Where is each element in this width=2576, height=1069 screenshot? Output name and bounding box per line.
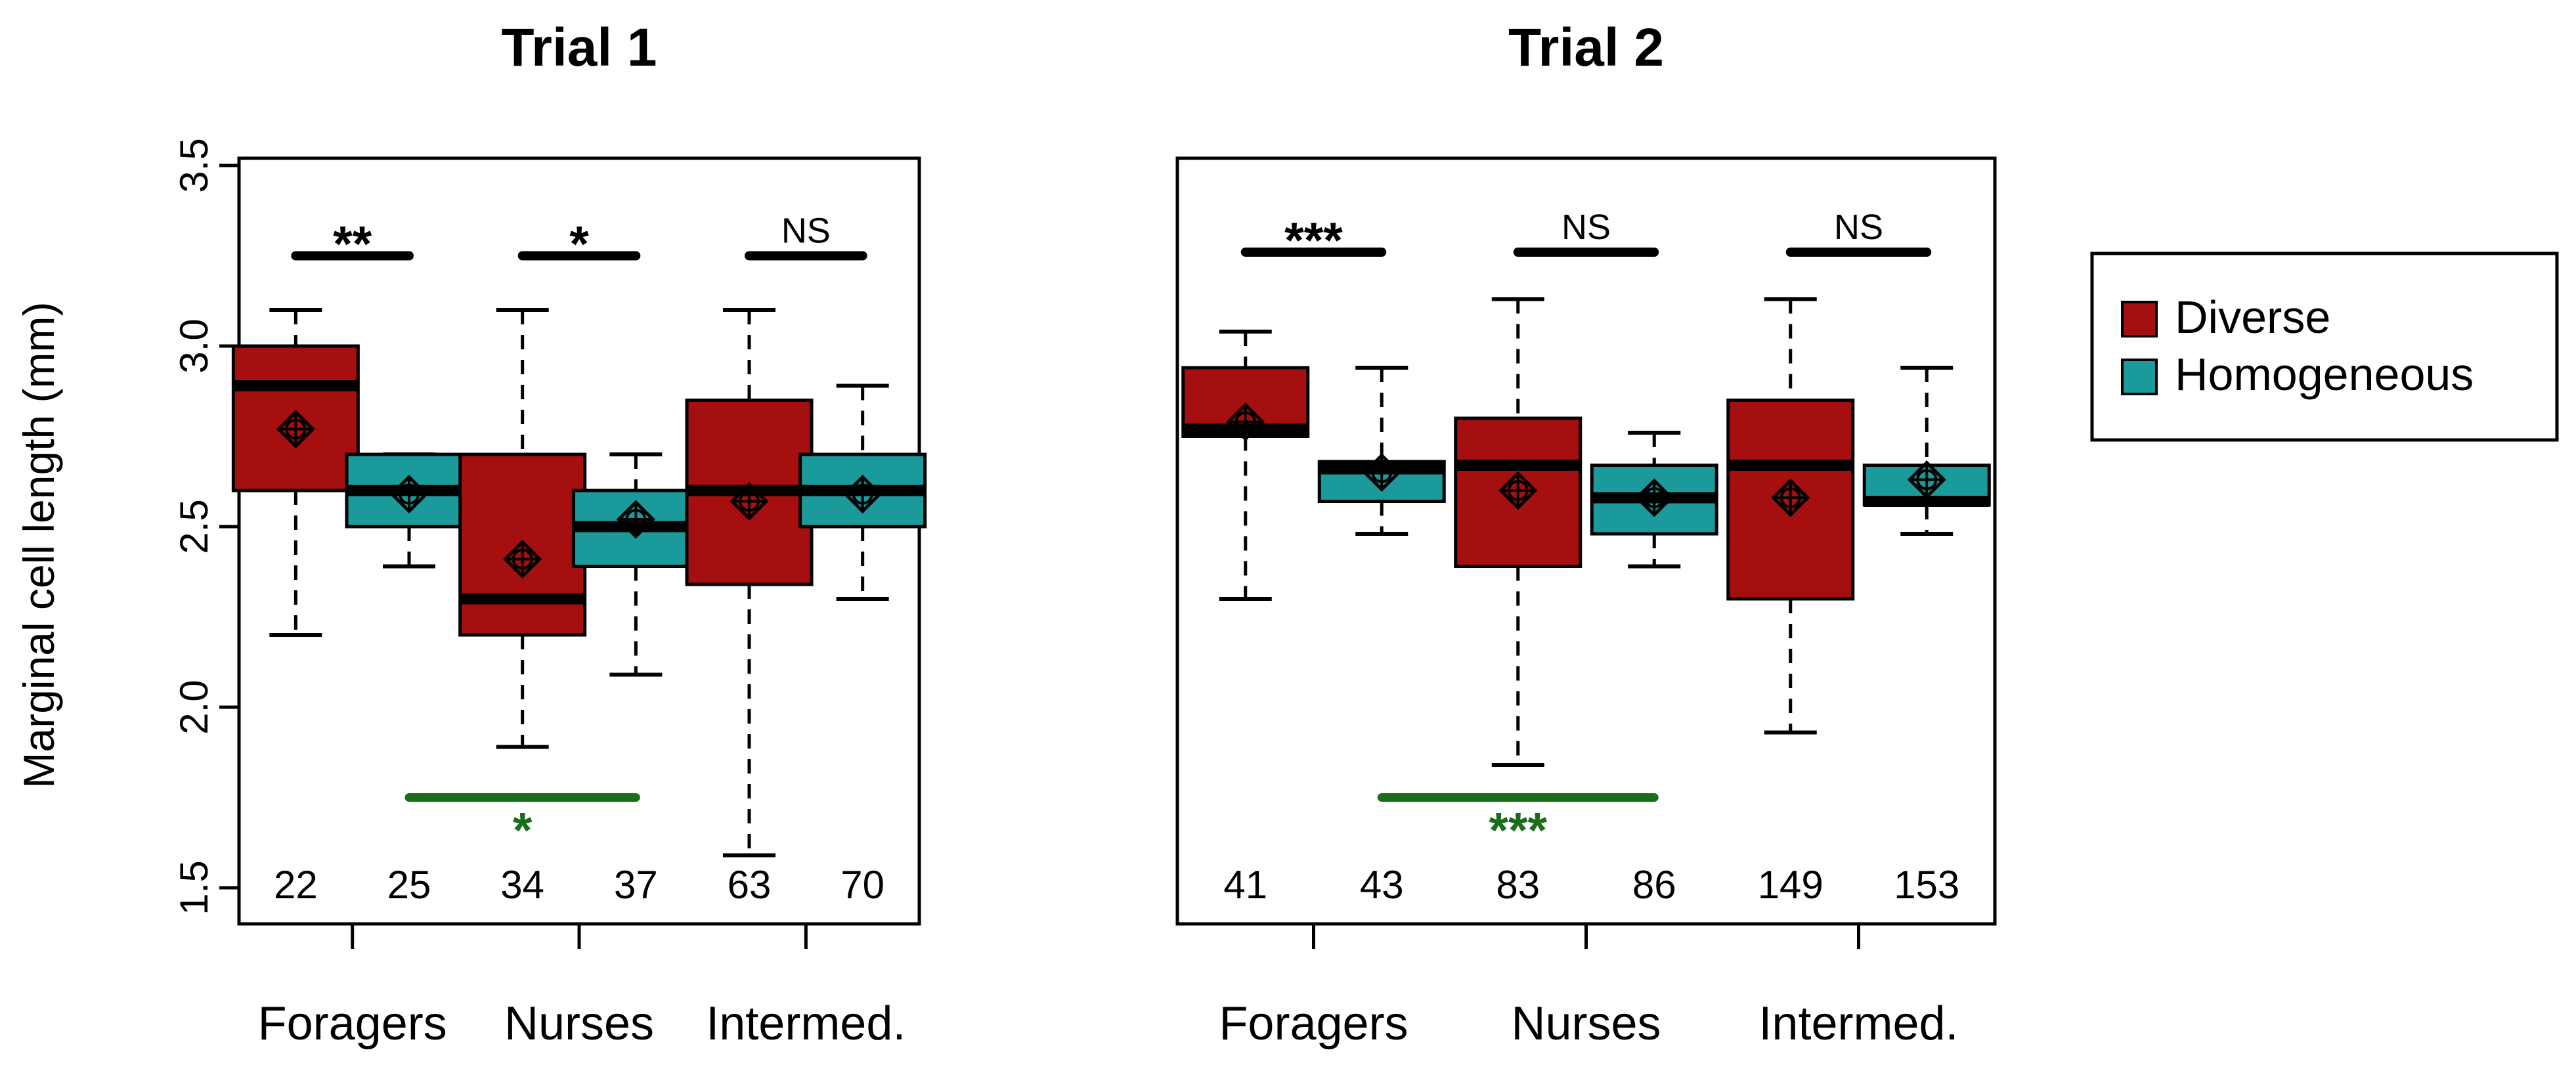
sample-size-label: 34 <box>500 863 544 907</box>
box-intermed-diverse: 63 <box>685 308 814 907</box>
significance-label: NS <box>1561 207 1611 247</box>
x-category-label: Nurses <box>1511 997 1661 1050</box>
legend: Diverse Homogeneous <box>2090 251 2559 442</box>
between-group-significance-label: * <box>513 803 533 859</box>
panels: Trial 1 1.5 2.0 2.5 3.0 3.5 Foragers Nurses Inte… <box>172 18 1997 1050</box>
legend-swatch-diverse <box>2121 301 2158 338</box>
sample-size-label: 25 <box>387 863 431 907</box>
sample-size-label: 63 <box>728 863 772 907</box>
box-intermed-homogeneous: 70 <box>798 383 927 907</box>
legend-frame <box>2090 251 2559 442</box>
box-foragers-diverse: 22 <box>231 308 360 907</box>
box-foragers-homogeneous: 25 <box>345 452 473 907</box>
y-axis-label: Marginal cell length (mm) <box>14 302 63 789</box>
box-nurses-diverse: 83 <box>1454 297 1583 907</box>
sample-size-label: 83 <box>1496 863 1540 907</box>
panel-1: Trial 1 1.5 2.0 2.5 3.0 3.5 Foragers Nurses Inte… <box>172 18 927 1050</box>
x-category-label: Nurses <box>504 997 654 1050</box>
sample-size-label: 22 <box>274 863 318 907</box>
sample-size-label: 86 <box>1632 863 1676 907</box>
box-intermed-homogeneous: 153 <box>1862 366 1991 907</box>
y-tick-label: 3.5 <box>172 138 216 192</box>
box-foragers-homogeneous: 43 <box>1317 366 1446 907</box>
box-nurses-homogeneous: 86 <box>1590 431 1718 907</box>
y-tick-label: 1.5 <box>172 860 216 915</box>
sample-size-label: 41 <box>1223 863 1267 907</box>
x-category-label: Foragers <box>1219 997 1408 1050</box>
sample-size-label: 70 <box>840 863 884 907</box>
x-category-label: Foragers <box>258 997 447 1050</box>
sample-size-label: 43 <box>1360 863 1404 907</box>
x-category-label: Intermed. <box>1758 997 1958 1050</box>
y-tick-label: 2.5 <box>172 499 216 554</box>
significance-label: NS <box>1834 207 1883 247</box>
panel-title: Trial 2 <box>1508 18 1664 77</box>
significance-label: NS <box>781 211 831 251</box>
x-category-label: Intermed. <box>706 997 906 1050</box>
panel-title: Trial 1 <box>501 18 657 77</box>
significance-label: *** <box>1284 213 1343 269</box>
sample-size-label: 153 <box>1894 863 1959 907</box>
between-group-significance-label: *** <box>1489 803 1547 859</box>
box-nurses-diverse: 34 <box>458 308 587 907</box>
y-tick-label: 3.0 <box>172 318 216 373</box>
box-nurses-homogeneous: 37 <box>571 452 700 907</box>
significance-label: * <box>569 217 589 273</box>
sample-size-label: 37 <box>614 863 658 907</box>
box-foragers-diverse: 41 <box>1181 330 1310 907</box>
legend-swatch-homogeneous <box>2121 359 2158 395</box>
significance-label: ** <box>333 217 372 273</box>
legend-label-homogeneous: Homogeneous <box>2175 349 2474 400</box>
y-tick-label: 2.0 <box>172 680 216 734</box>
panel-2: Trial 2 Foragers Nurses Intermed. 41 43 83 86 14… <box>1175 18 1997 1050</box>
legend-label-diverse: Diverse <box>2175 292 2330 343</box>
box-intermed-diverse: 149 <box>1726 297 1855 907</box>
sample-size-label: 149 <box>1758 863 1823 907</box>
